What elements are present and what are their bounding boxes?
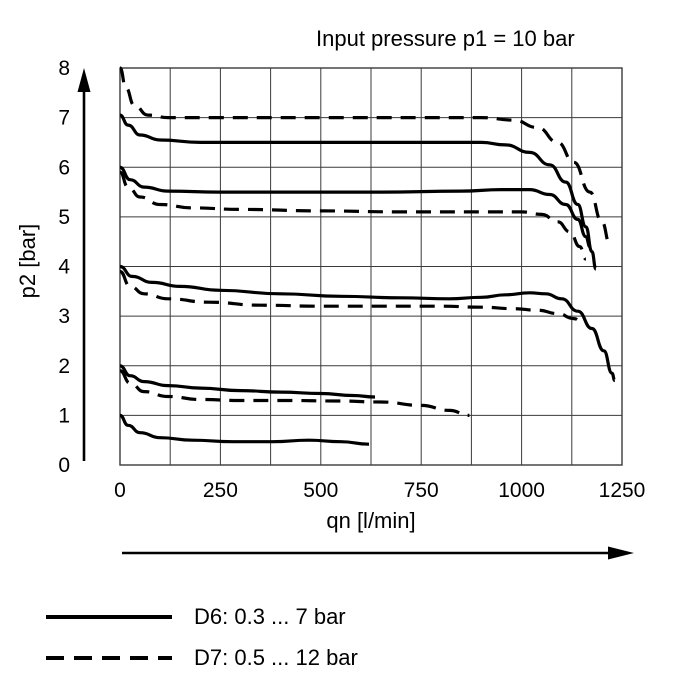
legend-label: D6: 0.3 ... 7 bar (194, 604, 346, 629)
series-d6-set-5.5-bar (119, 165, 591, 249)
svg-text:4: 4 (58, 256, 70, 279)
grid (119, 67, 623, 466)
svg-text:7: 7 (58, 107, 70, 130)
svg-text:6: 6 (58, 156, 70, 179)
svg-text:250: 250 (203, 479, 238, 502)
legend-item: D6: 0.3 ... 7 bar (44, 604, 358, 630)
svg-text:5: 5 (58, 206, 70, 229)
svg-text:3: 3 (58, 305, 70, 328)
series-d6-set-6.5-bar (119, 113, 598, 271)
legend-item: D7: 0.5 ... 12 bar (44, 645, 358, 671)
x-tick-labels: 0 250 500 750 1000 1250 (114, 479, 645, 502)
svg-text:500: 500 (303, 479, 338, 502)
chart-title: Input pressure p1 = 10 bar (316, 26, 575, 51)
chart-canvas: 0 250 500 750 1000 1250 0 1 2 3 4 5 6 7 8 (58, 57, 645, 560)
svg-text:2: 2 (58, 355, 70, 378)
svg-text:0: 0 (58, 454, 70, 477)
legend-line-dashed (46, 656, 172, 660)
x-axis-arrow (122, 546, 634, 560)
legend: D6: 0.3 ... 7 bar D7: 0.5 ... 12 bar (44, 604, 358, 686)
series-d6-set-1.5-bar (119, 364, 376, 399)
legend-line-solid (46, 615, 172, 619)
series-d6-set-0.5-bar (119, 413, 370, 446)
svg-text:1250: 1250 (599, 479, 646, 502)
series-d7-set-7.0-bar (118, 66, 611, 246)
x-axis-label: qn [l/min] (326, 508, 416, 533)
series-d7-set-3.2-bar (119, 269, 584, 326)
svg-text:8: 8 (58, 57, 70, 80)
svg-text:750: 750 (404, 479, 439, 502)
series-d7-set-5.1-bar (119, 170, 587, 261)
svg-text:0: 0 (114, 479, 126, 502)
series-d6-set-3.5-bar (119, 264, 616, 383)
y-axis-arrow (77, 68, 91, 461)
svg-text:1: 1 (58, 404, 70, 427)
legend-label: D7: 0.5 ... 12 bar (194, 645, 358, 670)
y-tick-labels: 0 1 2 3 4 5 6 7 8 (58, 57, 70, 477)
svg-text:1000: 1000 (498, 479, 545, 502)
series-d7-set-1.3-bar (119, 369, 470, 417)
